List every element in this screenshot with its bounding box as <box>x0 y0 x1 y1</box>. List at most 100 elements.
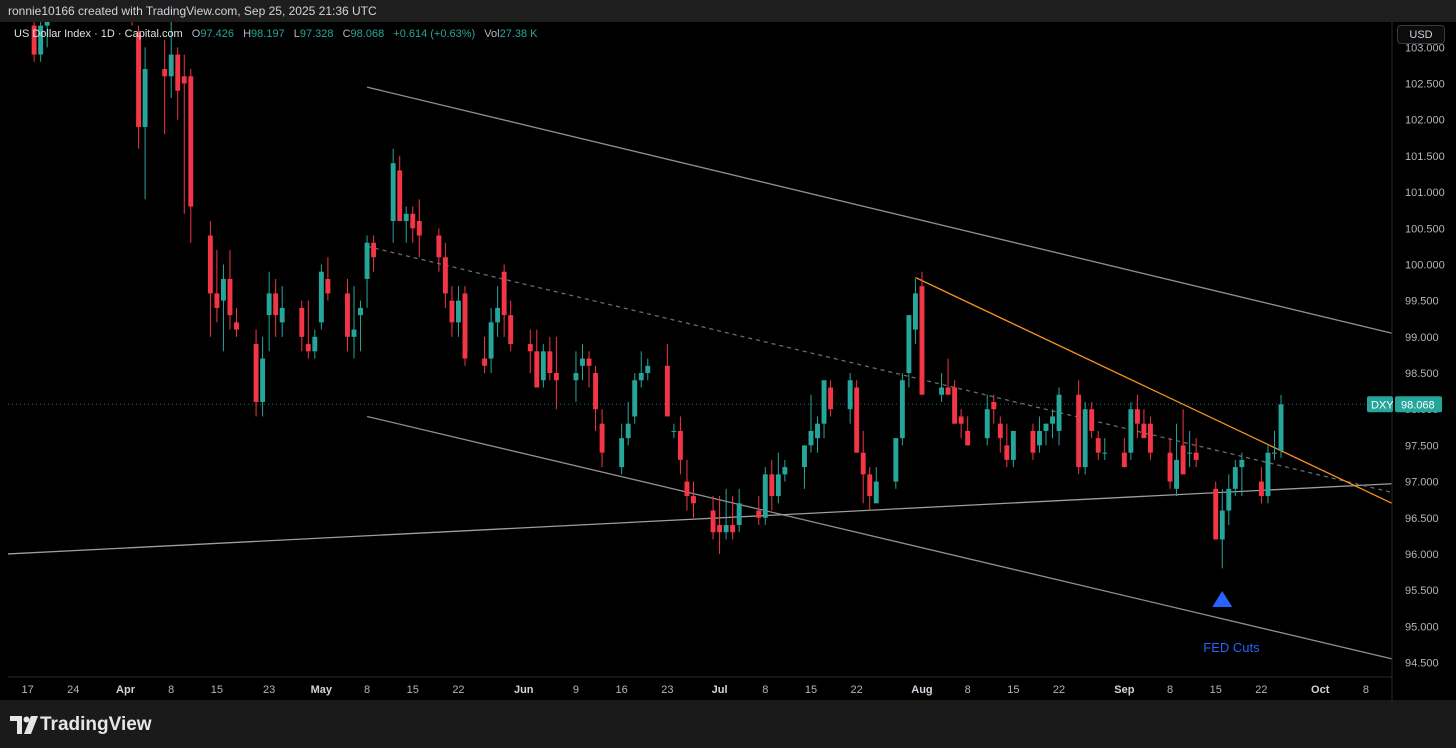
candle-body <box>873 481 879 504</box>
candle-body <box>775 474 781 497</box>
candle-body <box>462 293 468 359</box>
candle-body <box>671 430 677 432</box>
candle-body <box>619 438 625 468</box>
candle-body <box>599 423 605 453</box>
candle-body <box>227 278 233 316</box>
candle-body <box>632 380 638 417</box>
candle-body <box>305 344 311 352</box>
candle-body <box>664 365 670 417</box>
candle-body <box>691 496 696 504</box>
candle-body <box>723 525 729 533</box>
candle-body <box>299 307 305 337</box>
candle-body <box>1213 488 1219 540</box>
price-tick-label: 94.500 <box>1405 658 1439 670</box>
price-tick-label: 97.500 <box>1405 440 1439 452</box>
low-label: L <box>293 28 300 40</box>
candle-body <box>1050 416 1055 424</box>
candle-body <box>488 322 494 359</box>
candle-body <box>965 430 971 446</box>
candle-body <box>436 235 442 258</box>
candle-body <box>1010 430 1016 460</box>
low-value: 97.328 <box>299 28 334 40</box>
candle-body <box>756 510 762 518</box>
candle-body <box>677 430 683 460</box>
trendline <box>366 415 1393 660</box>
candle-body <box>573 373 579 381</box>
candle-body <box>939 387 944 395</box>
candle-body <box>769 474 775 497</box>
candle-body <box>625 423 631 439</box>
candle-body <box>371 242 377 258</box>
candle-body <box>860 452 866 475</box>
candle-body <box>782 467 788 475</box>
candle-body <box>501 271 507 316</box>
candle-body <box>593 373 598 410</box>
time-tick-label: May <box>311 684 333 696</box>
candle-body <box>214 293 220 308</box>
price-axis[interactable]: 103.000 102.500 102.000 101.500 101.000 100.5… <box>1367 42 1445 670</box>
candle-body <box>1095 438 1101 453</box>
candle-body <box>854 387 860 453</box>
candle-body <box>442 257 448 294</box>
candle-body <box>912 293 918 330</box>
time-tick-label: 22 <box>851 684 863 696</box>
currency-button[interactable]: USD <box>1397 25 1445 44</box>
candle-body <box>495 307 501 323</box>
candle-body <box>867 474 873 497</box>
time-tick-label: 8 <box>762 684 768 696</box>
candle-body <box>893 438 899 482</box>
candle-body <box>762 474 768 518</box>
candle-body <box>710 510 716 533</box>
candle-body <box>527 344 533 352</box>
fed-cuts-label: FED Cuts <box>1203 640 1260 655</box>
time-tick-label: Jul <box>712 684 728 696</box>
time-axis[interactable]: 17 24 Apr 8 15 23 May 8 15 22 Jun 9 16 23 Jul 8 15 22 Aug 8… <box>21 684 1368 696</box>
candle-body <box>1037 430 1042 446</box>
price-tick-label: 96.000 <box>1405 549 1439 561</box>
candle-body <box>991 401 997 410</box>
trendlines-layer <box>7 86 1393 660</box>
candle-body <box>899 380 905 439</box>
time-tick-label: 22 <box>1053 684 1065 696</box>
candle-body <box>403 213 409 222</box>
candle-body <box>44 22 50 26</box>
close-label: C <box>342 28 351 40</box>
candle-body <box>919 286 925 395</box>
candle-body <box>220 278 226 301</box>
candle-body <box>1004 445 1010 460</box>
time-tick-label: 17 <box>21 684 33 696</box>
candle-body <box>364 242 370 279</box>
symbol-name[interactable]: US Dollar Index · 1D · Capital.com <box>14 28 183 40</box>
volume-label: Vol <box>484 28 500 40</box>
high-value: 98.197 <box>251 28 285 40</box>
candle-body <box>1134 409 1140 424</box>
time-tick-label: 8 <box>168 684 174 696</box>
candle-body <box>508 315 514 345</box>
chart-background <box>0 22 1456 700</box>
price-tick-label: 100.500 <box>1405 223 1445 235</box>
candle-body <box>821 380 827 424</box>
candle-body <box>534 351 540 388</box>
time-tick-label: 8 <box>1167 684 1173 696</box>
candle-body <box>1102 452 1108 454</box>
candle-body <box>1278 404 1284 451</box>
price-chart[interactable]: FED Cuts 103.000 102.500 102.000 101.500 101… <box>0 22 1456 700</box>
tradingview-logo-icon <box>10 716 38 734</box>
candle-body <box>142 69 148 127</box>
candle-body <box>1056 394 1062 431</box>
candle-body <box>175 54 181 91</box>
candle-body <box>312 336 318 352</box>
candle-body <box>1239 459 1245 468</box>
close-value: 98.068 <box>350 28 385 40</box>
candle-body <box>1219 510 1225 540</box>
time-tick-label: 15 <box>805 684 817 696</box>
candle-body <box>207 235 213 294</box>
candle-body <box>1193 452 1199 460</box>
candle-body <box>325 278 331 294</box>
candle-body <box>168 54 174 77</box>
candle-body <box>984 409 990 439</box>
time-tick-label: 9 <box>573 684 579 696</box>
trendline <box>7 483 1393 555</box>
fed-cut-arrow-icon <box>1212 591 1233 608</box>
candle-body <box>266 293 272 316</box>
